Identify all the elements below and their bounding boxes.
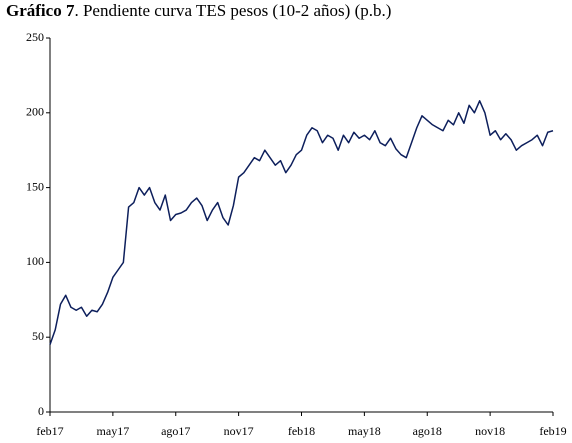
x-tick-label: ago17 [161, 424, 190, 438]
y-tick-label: 50 [32, 329, 44, 343]
x-tick-label: nov18 [475, 424, 505, 438]
y-tick-label: 150 [26, 179, 44, 193]
y-tick-label: 250 [26, 30, 44, 44]
title-text: . Pendiente curva TES pesos (10-2 años) … [74, 1, 391, 20]
x-tick-label: ago18 [413, 424, 442, 438]
title-prefix: Gráfico 7 [6, 1, 75, 20]
x-tick-label: feb17 [36, 424, 63, 438]
x-tick-label: feb18 [288, 424, 315, 438]
y-tick-label: 200 [26, 105, 44, 119]
line [49, 100, 554, 345]
x-tick-label: may18 [348, 424, 381, 438]
x-tick-label: may17 [97, 424, 130, 438]
x-tick-label: nov17 [224, 424, 254, 438]
chart-title: Gráfico 7. Pendiente curva TES pesos (10… [6, 1, 391, 20]
y-tick-label: 100 [26, 254, 44, 268]
y-tick-label: 0 [38, 404, 44, 418]
x-tick-label: feb19 [539, 424, 566, 438]
